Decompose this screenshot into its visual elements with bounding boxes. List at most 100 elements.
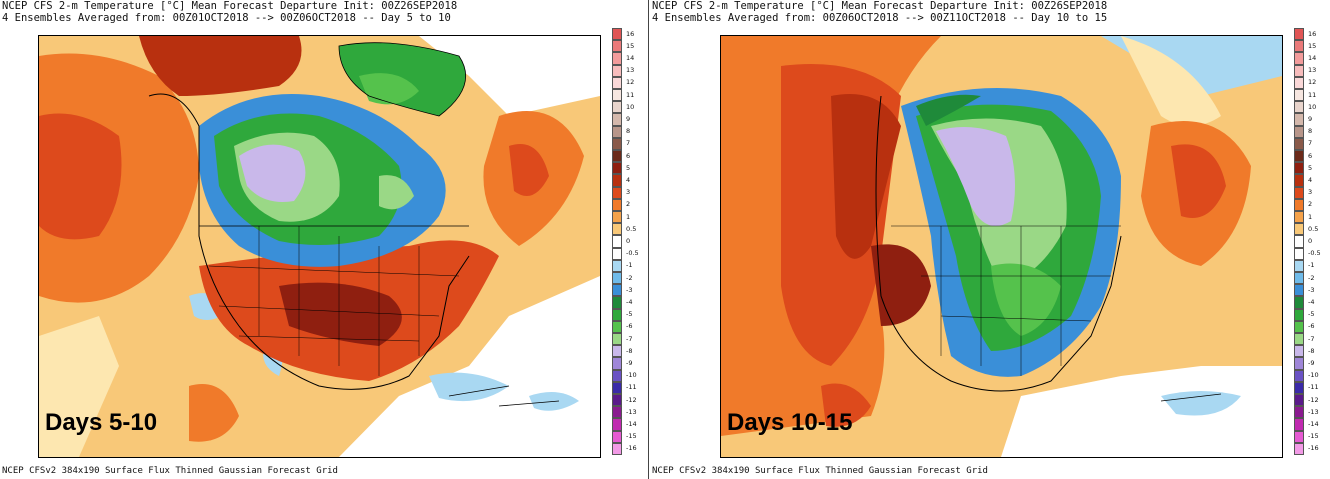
colorbar-label: 0 xyxy=(1308,237,1313,245)
colorbar-swatch xyxy=(612,125,622,138)
colorbar-swatch xyxy=(1294,150,1304,163)
colorbar-swatch xyxy=(612,211,622,224)
colorbar-swatch xyxy=(1294,369,1304,382)
colorbar-label: -16 xyxy=(1308,444,1319,453)
colorbar-swatch xyxy=(612,308,622,321)
colorbar-swatch xyxy=(1294,259,1304,272)
colorbar-label: 2 xyxy=(626,200,631,209)
colorbar-label: -4 xyxy=(626,298,633,306)
colorbar-label: 11 xyxy=(626,90,635,99)
colorbar-label: -12 xyxy=(626,395,637,404)
colorbar-swatch xyxy=(612,52,622,65)
colorbar-swatch xyxy=(612,394,622,407)
colorbar-label: 6 xyxy=(626,151,631,160)
colorbar-label: -10 xyxy=(1308,371,1319,380)
colorbar-label: -2 xyxy=(626,273,633,282)
left-footer: NCEP CFSv2 384x190 Surface Flux Thinned … xyxy=(2,466,338,476)
colorbar-label: -11 xyxy=(626,383,637,392)
colorbar-swatch xyxy=(1294,333,1304,346)
colorbar-swatch xyxy=(1294,76,1304,89)
colorbar-swatch xyxy=(612,150,622,163)
left-temperature-map: Days 5-10 xyxy=(38,35,601,458)
colorbar-swatch xyxy=(1294,198,1304,211)
colorbar-label: 5 xyxy=(626,163,631,172)
colorbar-label: -8 xyxy=(1308,346,1315,355)
colorbar-swatch xyxy=(1294,381,1304,394)
colorbar-label: 9 xyxy=(1308,115,1313,123)
colorbar-swatch xyxy=(612,357,622,370)
colorbar-swatch xyxy=(612,186,622,199)
colorbar-swatch xyxy=(1294,418,1304,431)
colorbar-label: 12 xyxy=(626,78,635,87)
colorbar-swatch xyxy=(612,198,622,211)
colorbar-swatch xyxy=(612,174,622,187)
colorbar-swatch xyxy=(1294,113,1304,126)
left-title-line2: 4 Ensembles Averaged from: 00Z01OCT2018 … xyxy=(2,12,451,24)
colorbar-swatch xyxy=(1294,272,1304,285)
colorbar-swatch xyxy=(1294,211,1304,224)
colorbar-swatch xyxy=(612,28,622,41)
right-footer: NCEP CFSv2 384x190 Surface Flux Thinned … xyxy=(652,466,988,476)
colorbar-label: -6 xyxy=(626,322,633,331)
colorbar-swatch xyxy=(1294,430,1304,443)
colorbar-label: -4 xyxy=(1308,298,1315,306)
colorbar-label: 6 xyxy=(1308,151,1313,160)
right-map-canvas xyxy=(721,36,1282,457)
colorbar-swatch xyxy=(1294,345,1304,358)
colorbar-label: 4 xyxy=(1308,176,1313,184)
colorbar-swatch xyxy=(612,272,622,285)
colorbar-label: -8 xyxy=(626,346,633,355)
colorbar-swatch xyxy=(612,113,622,126)
colorbar-label: 4 xyxy=(626,176,631,184)
colorbar-label: -12 xyxy=(1308,395,1319,404)
right-title-line2: 4 Ensembles Averaged from: 00Z06OCT2018 … xyxy=(652,12,1108,24)
colorbar-swatch xyxy=(612,247,622,260)
colorbar-label: -2 xyxy=(1308,273,1315,282)
colorbar-swatch xyxy=(1294,52,1304,65)
colorbar-label: 3 xyxy=(626,188,631,197)
colorbar-swatch xyxy=(612,320,622,333)
colorbar-swatch xyxy=(612,235,622,248)
colorbar-label: 0.5 xyxy=(626,224,637,233)
colorbar-label: -0.5 xyxy=(1308,249,1321,258)
colorbar-label: -14 xyxy=(626,420,637,428)
colorbar-swatch xyxy=(612,89,622,102)
colorbar-swatch xyxy=(612,40,622,53)
colorbar-swatch xyxy=(612,418,622,431)
panel-divider xyxy=(648,0,649,479)
colorbar-swatch xyxy=(1294,137,1304,150)
colorbar-swatch xyxy=(1294,40,1304,53)
colorbar-swatch xyxy=(612,137,622,150)
colorbar-label: 9 xyxy=(626,115,631,123)
colorbar-label: -9 xyxy=(1308,359,1315,367)
colorbar-label: 1 xyxy=(626,212,631,221)
colorbar-swatch xyxy=(1294,394,1304,407)
colorbar-label: -9 xyxy=(626,359,633,367)
colorbar-label: 2 xyxy=(1308,200,1313,209)
left-days-label: Days 5-10 xyxy=(45,409,158,436)
colorbar-swatch xyxy=(1294,284,1304,297)
colorbar-label: 11 xyxy=(1308,90,1317,99)
colorbar-label: -13 xyxy=(626,407,637,416)
colorbar-swatch xyxy=(612,284,622,297)
colorbar-swatch xyxy=(1294,89,1304,102)
colorbar-label: -13 xyxy=(1308,407,1319,416)
left-title-line1: NCEP CFS 2-m Temperature [°C] Mean Forec… xyxy=(2,0,458,12)
colorbar-label: 16 xyxy=(1308,29,1317,38)
colorbar-swatch xyxy=(1294,28,1304,41)
colorbar-swatch xyxy=(1294,162,1304,175)
right-panel-title: NCEP CFS 2-m Temperature [°C] Mean Forec… xyxy=(652,0,1107,24)
colorbar-swatch xyxy=(1294,406,1304,419)
colorbar-swatch xyxy=(612,406,622,419)
right-title-line1: NCEP CFS 2-m Temperature [°C] Mean Forec… xyxy=(652,0,1108,12)
colorbar-label: -1 xyxy=(1308,261,1315,270)
colorbar-label: -6 xyxy=(1308,322,1315,331)
colorbar-swatch xyxy=(1294,442,1304,455)
right-colorbar: 16 15 14 13 12 11 10 9 8 7 6 5 4 3 2 1 0.5 0 -0.5 -1 -2 -3 -4 -… xyxy=(1294,28,1321,455)
right-forecast-panel: NCEP CFS 2-m Temperature [°C] Mean Forec… xyxy=(650,0,1330,479)
left-colorbar: 16 15 14 13 12 11 10 9 8 7 6 5 4 3 2 1 0.5 0 -0.5 -1 -2 -3 -4 -… xyxy=(612,28,639,455)
colorbar-swatch xyxy=(612,381,622,394)
colorbar-label: 0.5 xyxy=(1308,224,1319,233)
colorbar-swatch xyxy=(1294,101,1304,114)
colorbar-swatch xyxy=(1294,357,1304,370)
